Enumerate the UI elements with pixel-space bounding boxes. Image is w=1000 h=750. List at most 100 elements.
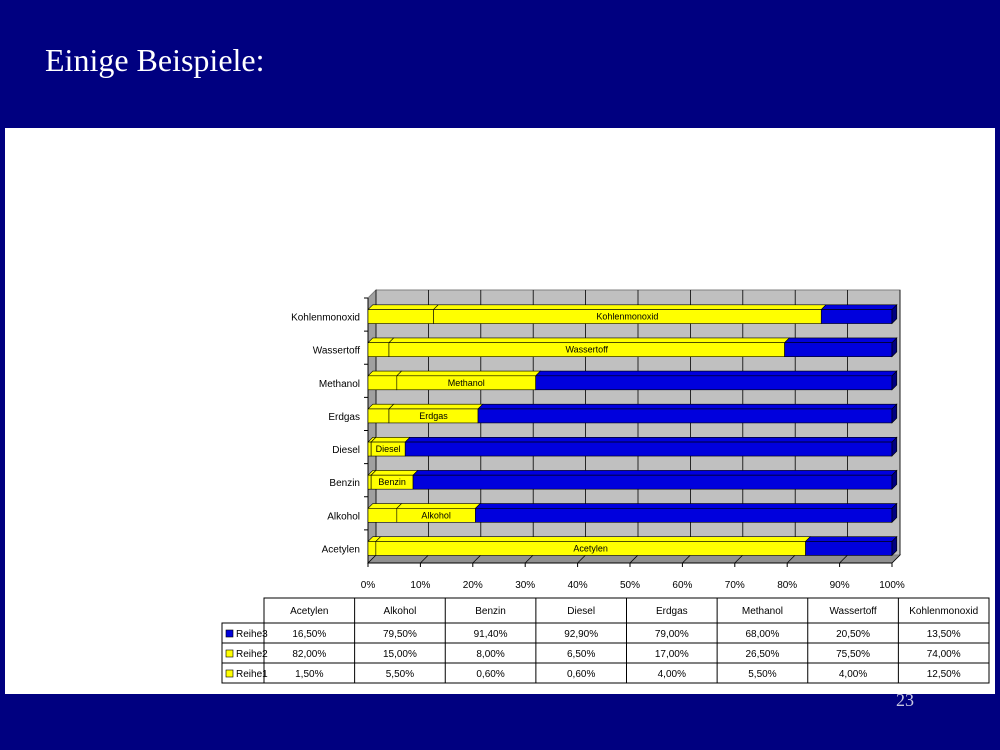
table-header-cell: Diesel — [567, 606, 595, 617]
legend-key-reihe3 — [225, 629, 234, 638]
x-tick-label: 90% — [830, 580, 850, 591]
bar-top-reihe2 — [370, 436, 411, 443]
bar-top-reihe1 — [367, 304, 440, 310]
table-cell: 13,50% — [927, 629, 961, 640]
table-header-cell: Methanol — [742, 606, 783, 617]
x-tick-label: 0% — [361, 580, 376, 591]
x-tick-label: 30% — [515, 580, 535, 591]
bar-reihe1 — [367, 541, 377, 556]
bar-top-reihe1 — [367, 503, 403, 509]
bar-reihe3 — [404, 441, 893, 457]
bar-top-reihe2 — [396, 370, 542, 377]
gridline-floor — [420, 554, 429, 564]
table-header-cell: Acetylen — [290, 606, 328, 617]
gridline-floor — [577, 554, 586, 564]
bar-top-reihe1 — [367, 370, 403, 377]
gridline-floor — [524, 554, 534, 564]
table-cell: 4,00% — [839, 669, 867, 680]
table-cell: 0,60% — [567, 669, 595, 680]
bar-top-reihe3 — [404, 436, 898, 443]
bar-data-label: Wassertoff — [566, 345, 609, 355]
table-cell: 26,50% — [745, 649, 779, 660]
bar-data-label: Alkohol — [421, 510, 451, 520]
bar-end-face — [891, 403, 898, 424]
table-header-cell: Benzin — [475, 606, 506, 617]
bar-top-reihe2 — [396, 503, 481, 509]
bar-top-reihe3 — [474, 503, 898, 509]
bar-top-reihe3 — [783, 337, 898, 343]
x-tick-label: 10% — [410, 580, 430, 591]
table-row — [221, 662, 990, 684]
y-tick-label: Wassertoff — [313, 346, 360, 357]
table-cell: 74,00% — [927, 649, 961, 660]
slide-title: Einige Beispiele: — [45, 42, 265, 78]
gridline-floor — [891, 554, 901, 564]
table-cell: 68,00% — [745, 629, 779, 640]
table-cell: 79,50% — [383, 629, 417, 640]
x-tick-label: 20% — [463, 580, 483, 591]
table-cell: 16,50% — [292, 629, 326, 640]
table-row — [221, 622, 990, 644]
bar-reihe3 — [805, 541, 893, 556]
table-cell: 1,50% — [295, 669, 323, 680]
table-cell: 12,50% — [927, 669, 961, 680]
bar-end-face — [891, 436, 898, 457]
bar-reihe1 — [367, 375, 398, 391]
legend-key-reihe2 — [225, 649, 234, 658]
table-cell: 20,50% — [836, 629, 870, 640]
table-cell: 5,50% — [748, 669, 776, 680]
bar-reihe1 — [367, 508, 398, 523]
bar-top-reihe2 — [375, 536, 812, 542]
table-cell: 82,00% — [292, 649, 326, 660]
table-cell: 92,90% — [564, 629, 598, 640]
gridline-floor — [734, 554, 744, 564]
x-tick-label: 50% — [620, 580, 640, 591]
bar-data-label: Diesel — [376, 444, 401, 454]
bar-top-reihe2 — [388, 403, 484, 410]
bar-data-label: Acetylen — [573, 543, 608, 553]
table-cell: 79,00% — [655, 629, 689, 640]
bar-top-reihe2 — [370, 470, 419, 476]
y-tick-label: Diesel — [332, 445, 360, 456]
x-tick-label: 60% — [672, 580, 692, 591]
bar-top-reihe3 — [820, 304, 898, 310]
table-row-label: Reihe1 — [236, 669, 268, 680]
y-tick-label: Methanol — [319, 379, 360, 390]
table-cell: 91,40% — [474, 629, 508, 640]
table-header-cell: Wassertoff — [829, 606, 876, 617]
x-tick-label: 80% — [777, 580, 797, 591]
table-cell: 4,00% — [658, 669, 686, 680]
bar-end-face — [891, 337, 898, 358]
table-cell: 8,00% — [476, 649, 504, 660]
bar-top-reihe3 — [804, 536, 898, 542]
bar-reihe3 — [820, 309, 893, 324]
bar-reihe3 — [412, 474, 893, 490]
chart-panel: 0% 10% 20% 30% 40% 50% 60% 70% 80% 90% 100% Acetyle… — [5, 128, 995, 694]
stacked-bar-chart: 0% 10% 20% 30% 40% 50% 60% 70% 80% 90% 100% Acetyle… — [221, 288, 990, 684]
bar-reihe1 — [367, 441, 372, 457]
bar-end-face — [891, 469, 898, 490]
bar-reihe3 — [475, 508, 893, 523]
bar-data-label: Methanol — [448, 378, 485, 388]
table-header-cell: Kohlenmonoxid — [909, 606, 978, 617]
x-tick-label: 70% — [725, 580, 745, 591]
table-row — [221, 642, 990, 664]
bar-top-reihe3 — [534, 370, 898, 377]
table-cell: 6,50% — [567, 649, 595, 660]
bar-end-face — [891, 370, 898, 391]
y-tick-label: Erdgas — [328, 412, 360, 423]
gridline-floor — [472, 554, 482, 564]
bar-reihe1 — [367, 309, 434, 324]
table-cell: 5,50% — [386, 669, 414, 680]
y-tick-label: Acetylen — [322, 544, 360, 555]
y-tick-label: Alkohol — [327, 511, 360, 522]
gridline-floor — [367, 554, 377, 564]
table-header-cell: Alkohol — [384, 606, 417, 617]
x-tick-label: 100% — [879, 580, 905, 591]
bar-reihe3 — [535, 375, 893, 391]
bar-top-reihe2 — [432, 304, 827, 310]
y-tick-label: Kohlenmonoxid — [291, 313, 360, 324]
bar-end-face — [891, 535, 898, 557]
bar-reihe1 — [367, 474, 372, 490]
bar-reihe3 — [784, 342, 893, 357]
